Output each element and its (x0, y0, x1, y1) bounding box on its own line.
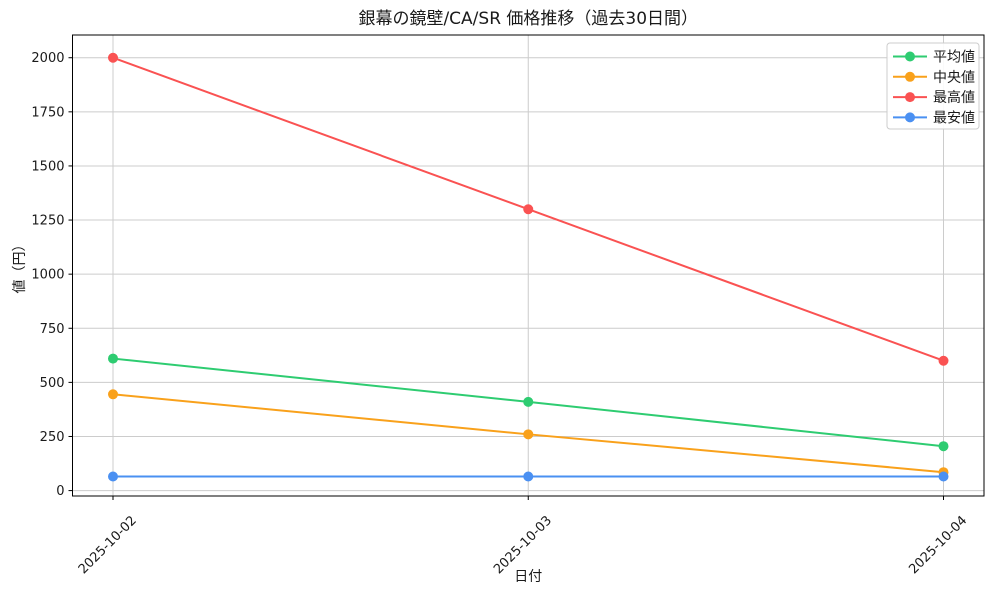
data-point-series-1 (523, 429, 534, 440)
legend-marker (905, 71, 915, 82)
y-tick-label: 500 (40, 376, 65, 391)
legend-marker (905, 92, 915, 103)
legend-item-1: 中央値 (893, 70, 975, 86)
data-point-series-0 (523, 396, 534, 407)
y-tick-label: 250 (40, 430, 65, 445)
legend-label: 平均値 (933, 50, 975, 66)
legend-box (886, 42, 980, 130)
data-point-series-1 (108, 389, 118, 400)
x-axis-label: 日付 (514, 569, 542, 585)
y-tick-label: 750 (40, 322, 65, 337)
data-point-series-2 (523, 204, 534, 215)
y-tick-label: 1500 (31, 159, 64, 174)
y-axis-label: 値（円） (12, 238, 28, 294)
data-point-series-2 (938, 355, 949, 366)
data-point-series-0 (108, 353, 118, 364)
legend-marker (905, 112, 915, 123)
data-point-series-0 (938, 441, 949, 452)
legend-item-0: 平均値 (893, 50, 975, 66)
chart-title: 銀幕の鏡壁/CA/SR 価格推移（過去30日間） (358, 9, 698, 29)
legend-label: 中央値 (933, 70, 975, 86)
data-point-series-3 (108, 471, 118, 482)
y-tick-label: 1000 (31, 268, 64, 283)
data-point-series-2 (108, 52, 118, 63)
legend-item-2: 最高値 (893, 89, 975, 106)
y-tick-label: 0 (56, 484, 64, 499)
legend-marker (905, 51, 915, 62)
y-tick-label: 1250 (31, 214, 64, 229)
legend-label: 最安値 (933, 110, 975, 126)
data-point-series-3 (938, 471, 949, 482)
legend-label: 最高値 (933, 89, 975, 106)
data-point-series-3 (523, 471, 534, 482)
legend-item-3: 最安値 (893, 110, 975, 126)
y-tick-label: 2000 (31, 51, 64, 66)
y-tick-label: 1750 (31, 105, 64, 120)
